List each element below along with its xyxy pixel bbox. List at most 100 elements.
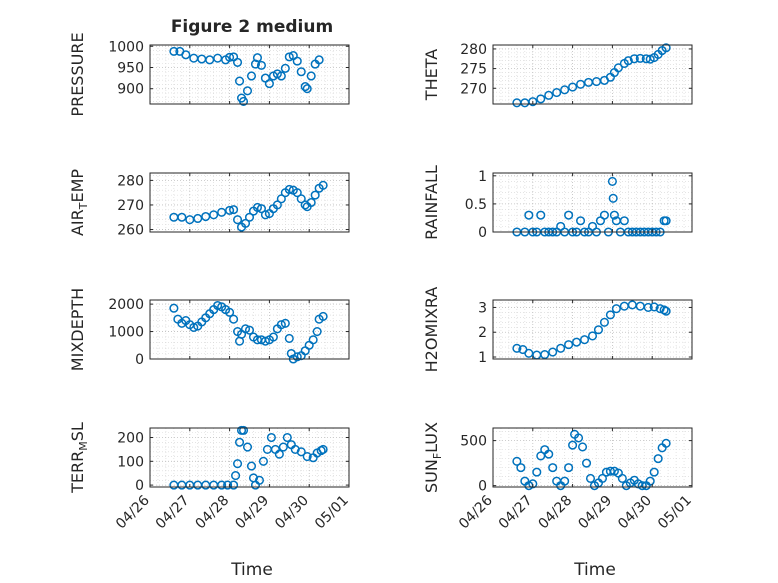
plot-area <box>493 300 692 359</box>
series-markers <box>169 425 328 490</box>
x-tick-label: 04/28 <box>193 493 233 533</box>
data-point <box>608 193 618 203</box>
series-markers <box>169 300 328 364</box>
data-point <box>260 210 270 220</box>
data-point <box>578 442 588 452</box>
data-point <box>240 218 251 228</box>
data-point <box>528 97 538 107</box>
data-point <box>252 53 263 63</box>
y-tick-label: 0 <box>135 478 144 494</box>
x-tick-label: 04/30 <box>615 493 655 533</box>
x-tick-label: 04/30 <box>272 493 312 533</box>
data-point <box>635 53 645 63</box>
data-point <box>574 433 584 443</box>
data-point <box>233 459 243 469</box>
y-tick-label: 270 <box>460 81 487 97</box>
data-point <box>560 85 570 95</box>
x-tick-label: 04/27 <box>496 493 536 533</box>
data-point <box>189 322 199 332</box>
y-tick-label: 0 <box>478 479 487 495</box>
data-point <box>585 473 596 483</box>
axes-box <box>149 427 350 488</box>
data-point <box>302 451 312 462</box>
plot-area <box>150 45 349 104</box>
data-point <box>556 343 566 353</box>
data-point <box>238 96 249 107</box>
data-point <box>217 207 227 217</box>
data-point <box>645 476 655 486</box>
y-axis-label: MIXDEPTH <box>68 288 87 371</box>
data-point <box>292 56 302 66</box>
data-point <box>229 205 239 215</box>
y-tick-label: 275 <box>460 62 487 78</box>
data-point <box>229 314 239 324</box>
y-tick-label: 900 <box>117 82 144 98</box>
data-point <box>593 325 604 335</box>
data-point <box>252 202 263 212</box>
data-point <box>611 304 621 314</box>
y-axis-label: SUNFLUX <box>422 422 444 493</box>
data-point <box>617 473 627 483</box>
y-tick-label: 260 <box>117 223 144 239</box>
axes-box <box>149 44 350 105</box>
y-tick-label: 2000 <box>108 297 144 313</box>
y-axis-label: PRESSURE <box>68 32 87 116</box>
y-axis-label: RAINFALL <box>422 165 441 240</box>
data-point <box>280 318 290 328</box>
data-point <box>599 210 609 220</box>
data-point <box>225 307 235 317</box>
axes-mixdepth: 0 1000 2000 MIXDEPTH <box>68 288 350 371</box>
data-point <box>512 343 522 353</box>
y-tick-label: 0 <box>135 352 144 368</box>
data-point <box>225 52 235 62</box>
data-point <box>256 204 266 214</box>
data-point <box>536 210 546 220</box>
axes-box <box>149 172 350 233</box>
data-point <box>524 210 534 220</box>
y-tick-label: 1000 <box>108 325 144 341</box>
data-point <box>318 444 328 454</box>
y-tick-label: 3 <box>478 300 487 316</box>
data-point <box>233 215 243 225</box>
data-point <box>209 210 219 220</box>
data-point <box>649 302 659 312</box>
data-point <box>276 194 286 204</box>
data-point <box>548 463 558 473</box>
data-point <box>607 176 617 186</box>
data-point <box>623 56 633 66</box>
data-point <box>528 479 538 489</box>
data-point <box>290 444 300 454</box>
data-point <box>246 71 257 81</box>
tick-marks <box>492 173 693 233</box>
data-point <box>564 463 574 473</box>
data-point <box>516 463 526 473</box>
data-point <box>276 71 286 81</box>
y-tick-label: 500 <box>460 434 487 450</box>
data-point <box>169 303 179 313</box>
data-point <box>536 94 546 104</box>
data-point <box>308 335 318 345</box>
minor-grid <box>150 45 349 104</box>
data-point <box>649 467 659 477</box>
data-point <box>235 437 245 447</box>
figure-title: Figure 2 medium <box>171 17 333 37</box>
data-point <box>605 310 615 320</box>
data-point <box>223 480 233 490</box>
y-tick-label: 280 <box>117 173 144 189</box>
axes-theta: 270 275 280 THETA <box>422 42 693 108</box>
data-point <box>296 194 306 204</box>
data-point <box>258 456 268 466</box>
axes-box <box>492 172 693 233</box>
data-point <box>231 471 241 481</box>
y-axis-label: TERRMSL <box>68 422 90 494</box>
data-point <box>512 456 522 466</box>
data-point <box>213 300 223 311</box>
data-point <box>246 461 257 471</box>
major-grid <box>150 173 349 232</box>
data-point <box>282 432 292 443</box>
data-point <box>260 336 270 346</box>
data-point <box>318 311 328 322</box>
data-point <box>540 349 550 360</box>
series-markers <box>512 43 671 108</box>
data-point <box>233 57 243 67</box>
